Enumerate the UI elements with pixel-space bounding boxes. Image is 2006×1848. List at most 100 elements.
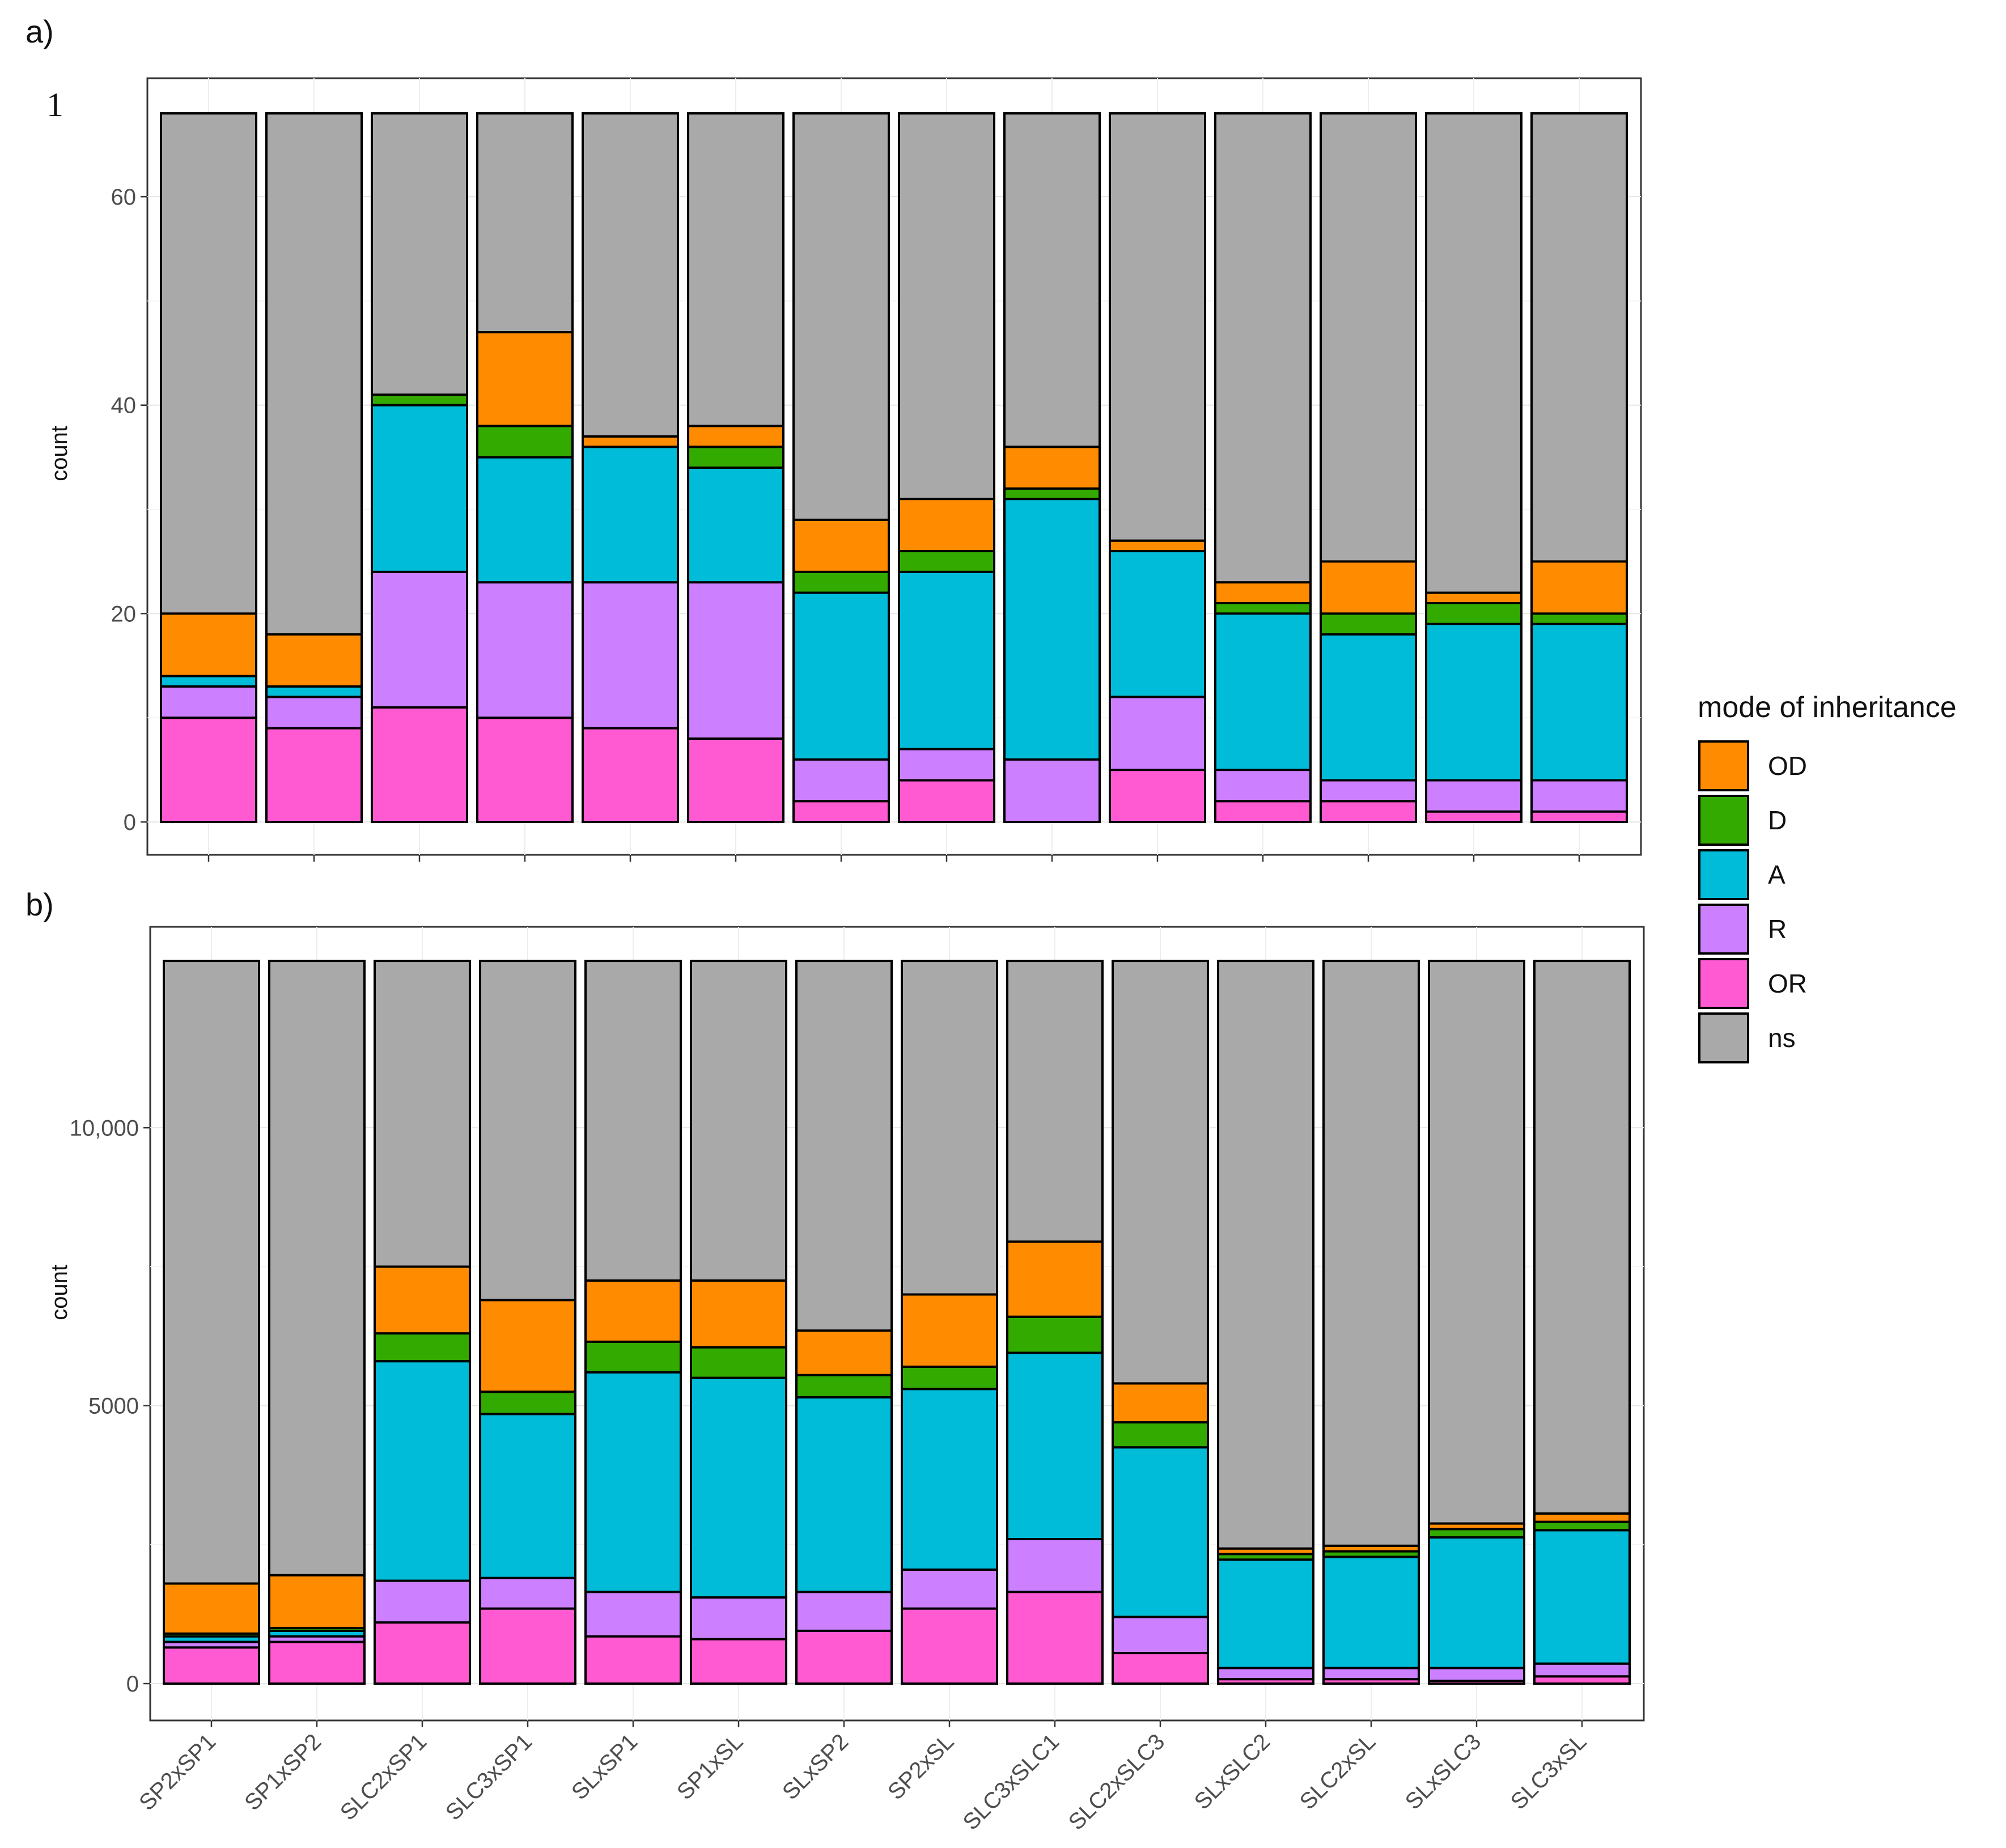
y-tick-label: 0 xyxy=(124,810,136,835)
bar-segment-od xyxy=(479,1299,576,1393)
x-tick-label: SLxSLC2 xyxy=(1190,1729,1275,1815)
panel-a-label: a) xyxy=(26,14,54,49)
bar-segment-ns xyxy=(268,960,366,1576)
bar-segment-r xyxy=(1428,1667,1525,1682)
bar-segment-ns xyxy=(1214,112,1312,584)
bar-segment-od xyxy=(1425,591,1522,604)
panel-a-plot: 0 20 40 60 xyxy=(111,78,1641,862)
bar-segment-ns xyxy=(584,960,682,1282)
bar-segment-or xyxy=(584,1635,682,1685)
x-tick-label: SP2xSP1 xyxy=(134,1729,220,1815)
bar-segment-or xyxy=(1112,1652,1209,1685)
x-tick-label: SLC3xSP1 xyxy=(441,1729,537,1825)
bar-segment-a xyxy=(476,456,574,584)
bar-segment-r xyxy=(1530,779,1628,813)
bar-segment-or xyxy=(476,717,574,824)
bar-segment-d xyxy=(898,550,995,573)
bar-segment-or xyxy=(901,1607,998,1685)
bar-segment-a xyxy=(1428,1536,1525,1669)
bar-segment-od xyxy=(1109,539,1206,553)
bar-segment-od xyxy=(374,1265,471,1335)
bar-segment-or xyxy=(687,737,784,823)
bar-segment-od xyxy=(163,1582,260,1635)
bar-segment-r xyxy=(479,1576,576,1610)
legend-title: mode of inheritance xyxy=(1698,691,1957,724)
x-tick-label: SLC2xSL xyxy=(1295,1729,1381,1815)
bar-segment-od xyxy=(1112,1382,1209,1424)
bar-segment-d xyxy=(1428,1528,1525,1539)
bar-segment-d xyxy=(374,1332,471,1363)
bar-segment-r xyxy=(1109,696,1206,772)
bar-segment-d xyxy=(371,393,468,406)
y-tick-label: 10,000 xyxy=(70,1116,139,1141)
bar-segment-a xyxy=(1322,1555,1420,1669)
bar-segment-d xyxy=(1003,487,1101,501)
bar-segment-r xyxy=(160,685,257,719)
bar-segment-r xyxy=(898,748,995,782)
legend-label-od: OD xyxy=(1768,751,1807,781)
bar-segment-or xyxy=(795,1629,893,1685)
legend-label-ns: ns xyxy=(1768,1023,1796,1053)
bar-segment-or xyxy=(374,1621,471,1685)
bar-segment-a xyxy=(160,675,257,688)
bar-segment-ns xyxy=(479,960,576,1302)
panel-a-number: 1 xyxy=(46,86,63,124)
bar-segment-ns xyxy=(898,112,995,501)
bar-segment-d xyxy=(795,1374,893,1398)
bar-segment-ns xyxy=(792,112,890,521)
bar-segment-or xyxy=(268,1641,366,1685)
x-tick-label: SLC2xSP1 xyxy=(336,1729,431,1825)
bar-segment-r xyxy=(1217,1667,1314,1681)
bar-segment-od xyxy=(160,612,257,677)
bar-segment-r xyxy=(901,1568,998,1610)
bar-segment-od xyxy=(795,1329,893,1376)
bar-segment-a xyxy=(898,570,995,751)
bar-segment-d xyxy=(1425,601,1522,625)
bar-segment-a xyxy=(1006,1351,1104,1541)
x-tick-label: SLC3xSL xyxy=(1506,1729,1592,1815)
bar-segment-r xyxy=(371,570,468,709)
y-tick-label: 20 xyxy=(111,601,137,626)
bar-segment-r xyxy=(1214,769,1312,803)
bar-segment-or xyxy=(792,800,890,824)
legend: mode of inheritance OD DAR OR ns xyxy=(1698,691,1957,1063)
y-tick-label: 5000 xyxy=(88,1394,139,1419)
x-tick-label: SLC3xSLC1 xyxy=(959,1729,1065,1835)
x-tick-label: SLxSP2 xyxy=(778,1729,853,1804)
bar-segment-od xyxy=(268,1574,366,1629)
y-tick-label: 0 xyxy=(126,1672,139,1697)
bar-segment-d xyxy=(1112,1421,1209,1449)
bar-segment-or xyxy=(690,1638,787,1685)
legend-label-a: A xyxy=(1768,860,1786,889)
bar-segment-ns xyxy=(265,112,363,636)
bar-segment-r xyxy=(582,581,679,730)
bar-segment-or xyxy=(1530,810,1628,824)
bar-segment-a xyxy=(1112,1446,1209,1618)
bar-segment-r xyxy=(1112,1616,1209,1655)
bar-segment-d xyxy=(1533,1520,1631,1532)
bar-segment-d xyxy=(584,1340,682,1374)
bar-segment-ns xyxy=(1006,960,1104,1243)
bar-segment-r xyxy=(584,1591,682,1638)
bar-segment-or xyxy=(160,717,257,824)
bar-segment-ns xyxy=(1533,960,1631,1515)
bar-segment-d xyxy=(901,1366,998,1391)
bar-segment-or xyxy=(1109,769,1206,824)
bar-segment-r xyxy=(1425,779,1522,813)
bar-segment-d xyxy=(1530,612,1628,625)
bar-segment-d xyxy=(690,1346,787,1379)
x-tick-label: SLxSP1 xyxy=(567,1729,642,1804)
bar-segment-a xyxy=(1533,1529,1631,1665)
y-tick-label: 40 xyxy=(111,393,137,418)
bar-segment-od xyxy=(1006,1240,1104,1318)
bar-segment-a xyxy=(1425,622,1522,782)
bar-segment-a xyxy=(1217,1558,1314,1669)
bar-segment-or xyxy=(479,1607,576,1685)
bar-segment-or xyxy=(371,706,468,823)
bar-segment-od xyxy=(265,633,363,688)
bar-segment-ns xyxy=(1322,960,1420,1547)
bar-segment-od xyxy=(687,425,784,448)
bar-segment-od xyxy=(582,435,679,448)
bar-segment-od xyxy=(690,1279,787,1349)
bar-segment-a xyxy=(265,685,363,698)
